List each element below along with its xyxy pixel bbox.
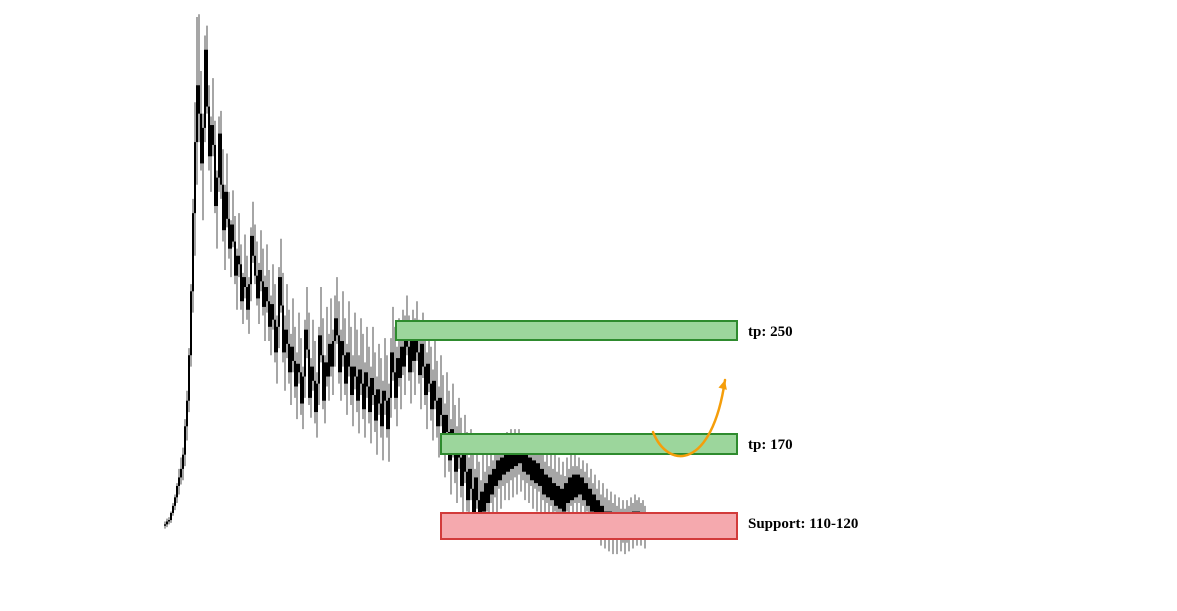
zone-label-support: Support: 110-120 (748, 516, 858, 533)
zone-tp250 (395, 320, 738, 341)
zone-label-tp250: tp: 250 (748, 324, 793, 341)
zone-tp170 (440, 433, 738, 454)
zone-support (440, 512, 738, 540)
zone-label-tp170: tp: 170 (748, 437, 793, 454)
chart-stage: tp: 250 tp: 170 Support: 110-120 (0, 0, 1177, 611)
